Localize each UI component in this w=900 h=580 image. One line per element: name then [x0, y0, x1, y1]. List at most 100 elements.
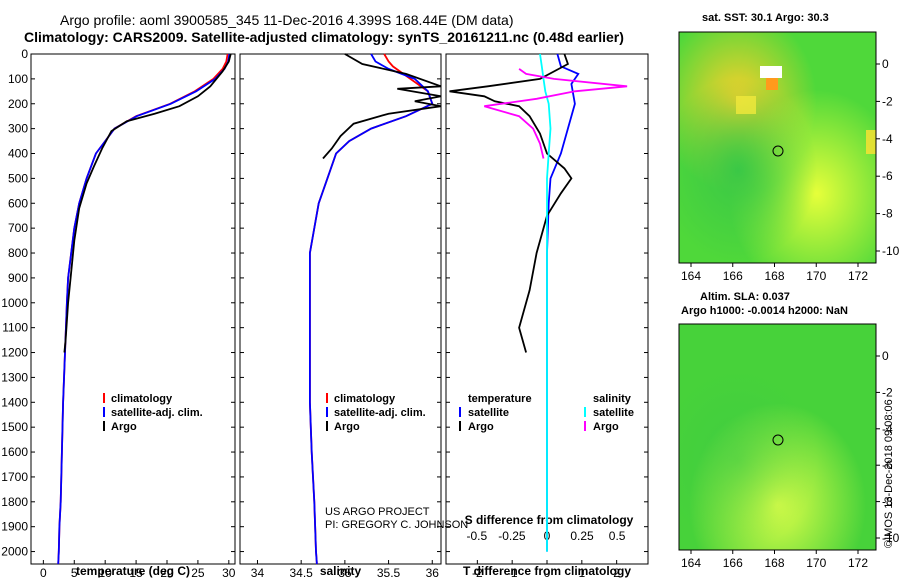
- sst-map-y-tick-label: -6: [882, 169, 893, 183]
- difference-secondary-tick-label: 0.5: [609, 529, 626, 543]
- y-tick-label: 300: [8, 122, 28, 136]
- temperature-panel: 0100200300400500600700800900100011001200…: [1, 47, 236, 580]
- temperature-series-argo: [63, 53, 232, 353]
- temperature-x-tick-label: 30: [222, 566, 236, 580]
- plot-title-line1: Argo profile: aoml 3900585_345 11-Dec-20…: [60, 12, 514, 28]
- difference-secondary-tick-label: -0.5: [467, 529, 488, 543]
- difference-secondary-axis-label: S difference from climatology: [465, 513, 634, 527]
- sst-map-y-tick-label: -8: [882, 207, 893, 221]
- sla-map: [678, 323, 877, 551]
- y-tick-label: 1300: [1, 370, 28, 384]
- sla-map-y-tick-label: -10: [882, 531, 900, 545]
- sst-land-mask: [760, 66, 782, 78]
- salinity-legend-label: satellite-adj. clim.: [334, 407, 426, 419]
- sst-map-x-tick-label: 170: [806, 269, 826, 283]
- sla-map-y-tick-label: -6: [882, 458, 893, 472]
- difference-legend-label: Argo: [593, 421, 619, 433]
- sst-map: [678, 31, 877, 264]
- difference-legend-label: satellite: [468, 407, 509, 419]
- profile-charts: 0100200300400500600700800900100011001200…: [1, 47, 649, 580]
- difference-legend-title-temperature: temperature: [468, 393, 532, 405]
- y-tick-label: 1900: [1, 520, 28, 534]
- sla-map-y-tick-label: -4: [882, 422, 893, 436]
- y-tick-label: 1200: [1, 346, 28, 360]
- sla-map-y-tick-label: 0: [882, 349, 889, 363]
- difference-secondary-tick-label: 0.25: [570, 529, 594, 543]
- difference-legend-title-salinity: salinity: [593, 393, 632, 405]
- difference-series-temperature-satellite: [546, 53, 580, 552]
- y-tick-label: 800: [8, 246, 28, 260]
- y-tick-label: 1500: [1, 420, 28, 434]
- sst-map-x-tick-label: 168: [764, 269, 784, 283]
- salinity-x-tick-label: 36: [426, 566, 440, 580]
- salinity-x-tick-label: 35: [338, 566, 352, 580]
- difference-panel: -2 -1 0 1 2-0.5 -0.25 0 0.25 0.5S difference fro…: [445, 53, 649, 580]
- plot-title-line2: Climatology: CARS2009. Satellite-adjuste…: [24, 29, 624, 45]
- sla-map-x-tick-label: 166: [723, 556, 743, 570]
- difference-x-tick-label: 1: [578, 566, 585, 580]
- difference-x-tick-label: -1: [507, 566, 518, 580]
- difference-x-axis-label: T difference from climatology: [463, 564, 631, 578]
- map-axes: 0 -2 -4 -6 -8 -10 164 166 168 170 172 0 -2 -4 -6 -8 -10 1…: [681, 57, 900, 570]
- difference-series-salinity-satellite: [539, 53, 552, 552]
- y-tick-label: 200: [8, 97, 28, 111]
- difference-x-tick-label: 0: [544, 566, 551, 580]
- sst-map-y-tick-label: 0: [882, 57, 889, 71]
- difference-legend-label: Argo: [468, 421, 494, 433]
- salinity-series-climatology: [308, 53, 434, 565]
- y-tick-label: 1400: [1, 395, 28, 409]
- temperature-x-tick-label: 25: [191, 566, 205, 580]
- y-tick-label: 400: [8, 147, 28, 161]
- sla-float-marker: [772, 434, 784, 446]
- y-tick-label: 100: [8, 72, 28, 86]
- sla-map-x-tick-label: 164: [681, 556, 701, 570]
- difference-x-tick-label: -2: [472, 566, 483, 580]
- y-tick-label: 1100: [2, 321, 28, 335]
- sst-map-y-tick-label: -2: [882, 94, 893, 108]
- y-tick-label: 1600: [1, 445, 28, 459]
- salinity-series-satellite-adj-clim-: [308, 53, 434, 565]
- temperature-series-satellite-adj-clim-: [57, 53, 231, 565]
- salinity-legend-label: Argo: [334, 421, 360, 433]
- sla-map-title-line1: Altim. SLA: 0.037: [700, 291, 790, 303]
- sst-map-x-tick-label: 164: [681, 269, 701, 283]
- difference-x-tick-label: 2: [613, 566, 620, 580]
- salinity-panel: 34 34.5 35 35.5 36 salinity climatology satelli…: [239, 53, 442, 580]
- salinity-legend-label: climatology: [334, 393, 396, 405]
- temperature-legend-label: satellite-adj. clim.: [111, 407, 203, 419]
- salinity-series-argo: [322, 53, 442, 160]
- salinity-x-tick-label: 35.5: [377, 566, 401, 580]
- temperature-x-tick-label: 15: [129, 566, 143, 580]
- y-tick-label: 1700: [1, 470, 28, 484]
- sla-map-x-tick-label: 170: [806, 556, 826, 570]
- difference-secondary-tick-label: -0.25: [498, 529, 526, 543]
- temperature-x-tick-label: 10: [99, 566, 113, 580]
- y-tick-label: 600: [8, 196, 28, 210]
- temperature-legend-label: Argo: [111, 421, 137, 433]
- temperature-frame: [30, 53, 236, 565]
- sst-map-title: sat. SST: 30.1 Argo: 30.3: [702, 12, 829, 24]
- difference-legend-label: satellite: [593, 407, 634, 419]
- salinity-x-axis-label: salinity: [320, 564, 362, 578]
- sla-map-y-tick-label: -2: [882, 385, 893, 399]
- sla-map-x-tick-label: 168: [764, 556, 784, 570]
- y-tick-label: 0: [21, 47, 28, 61]
- temperature-series-climatology: [57, 53, 229, 565]
- sla-map-x-tick-label: 172: [848, 556, 868, 570]
- temperature-x-tick-label: 20: [160, 566, 174, 580]
- sst-map-y-tick-label: -4: [882, 132, 893, 146]
- credit-pi: PI: GREGORY C. JOHNSON: [325, 519, 469, 531]
- y-tick-label: 500: [8, 171, 28, 185]
- y-tick-label: 2000: [1, 545, 28, 559]
- sst-map-x-tick-label: 172: [848, 269, 868, 283]
- temperature-x-axis-label: temperature (deg C): [76, 564, 190, 578]
- y-tick-label: 700: [8, 221, 28, 235]
- sla-map-title-line2: Argo h1000: -0.0014 h2000: NaN: [681, 305, 848, 317]
- salinity-frame: [239, 53, 442, 565]
- temperature-x-tick-label: 5: [71, 566, 78, 580]
- y-tick-label: 1800: [1, 495, 28, 509]
- y-tick-label: 1000: [1, 296, 28, 310]
- credit-project: US ARGO PROJECT: [325, 506, 430, 518]
- difference-series-salinity-argo: [484, 68, 628, 159]
